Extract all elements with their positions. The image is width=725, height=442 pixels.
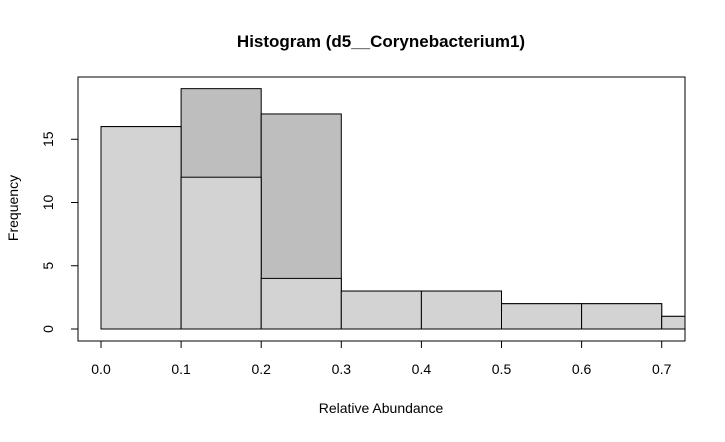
histogram-bar (420, 290, 502, 330)
chart-title: Histogram (d5__Corynebacterium1) (237, 32, 525, 51)
x-tick-label: 0.1 (171, 361, 191, 377)
histogram-bar (661, 315, 685, 330)
x-axis-label: Relative Abundance (319, 400, 444, 416)
y-tick-label: 15 (40, 131, 56, 147)
histogram-bar (501, 303, 583, 330)
histogram-bar (260, 277, 342, 330)
histogram-bar (100, 126, 182, 330)
x-axis: 0.0 0.1 0.2 0.3 0.4 0.5 0.6 0.7 (91, 340, 672, 377)
y-tick-label: 5 (40, 262, 56, 270)
histogram-bar (180, 176, 262, 330)
x-tick-label: 0.7 (652, 361, 672, 377)
x-tick-label: 0.6 (572, 361, 592, 377)
bars-group (100, 88, 685, 330)
x-tick-label: 0.3 (332, 361, 352, 377)
y-axis-label: Frequency (5, 175, 21, 241)
x-tick-label: 0.5 (492, 361, 512, 377)
y-tick-label: 0 (40, 325, 56, 333)
histogram-bar (340, 290, 422, 330)
histogram-bar (581, 303, 663, 330)
y-tick-label: 10 (40, 195, 56, 211)
x-tick-label: 0.0 (91, 361, 111, 377)
y-axis: 0 5 10 15 (40, 131, 79, 333)
x-tick-label: 0.2 (251, 361, 271, 377)
x-tick-label: 0.4 (412, 361, 432, 377)
